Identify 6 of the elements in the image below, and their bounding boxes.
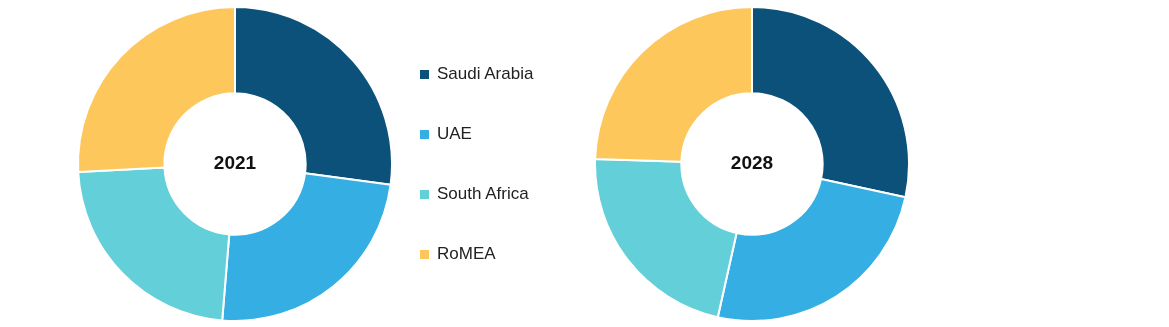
text: 2028 (730, 152, 774, 174)
legend-label: Saudi Arabia (437, 64, 534, 84)
legend-label: RoMEA (437, 244, 496, 264)
legend-label: UAE (437, 124, 472, 144)
text: 2021 (213, 152, 257, 174)
legend-label: South Africa (437, 184, 529, 204)
